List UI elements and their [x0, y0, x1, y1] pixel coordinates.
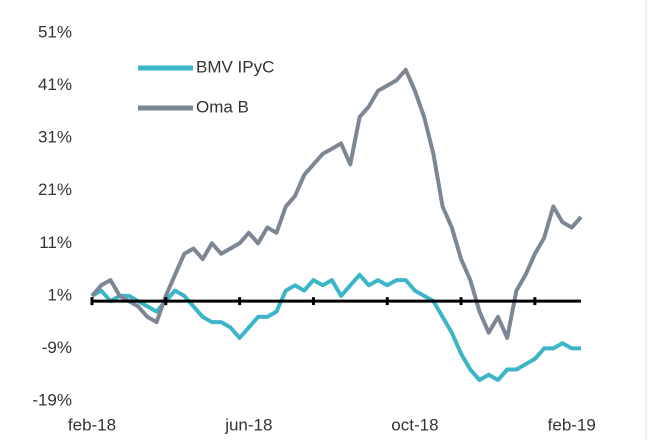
legend-label: Oma B — [196, 97, 249, 116]
y-tick-label: 1% — [47, 285, 72, 304]
y-tick-label: 41% — [38, 75, 72, 94]
y-tick-label: -19% — [32, 390, 72, 409]
x-tick-label: jun-18 — [224, 415, 272, 434]
y-tick-label: 51% — [38, 22, 72, 41]
x-tick-label: feb-19 — [548, 415, 596, 434]
y-tick-label: -9% — [42, 338, 72, 357]
y-tick-label: 31% — [38, 128, 72, 147]
x-tick-label: oct-18 — [391, 415, 438, 434]
y-tick-label: 21% — [38, 180, 72, 199]
series-line — [90, 67, 583, 340]
y-tick-label: 11% — [39, 233, 72, 252]
legend-label: BMV IPyC — [196, 57, 274, 76]
series-line — [91, 272, 581, 382]
x-tick-label: feb-18 — [68, 415, 116, 434]
